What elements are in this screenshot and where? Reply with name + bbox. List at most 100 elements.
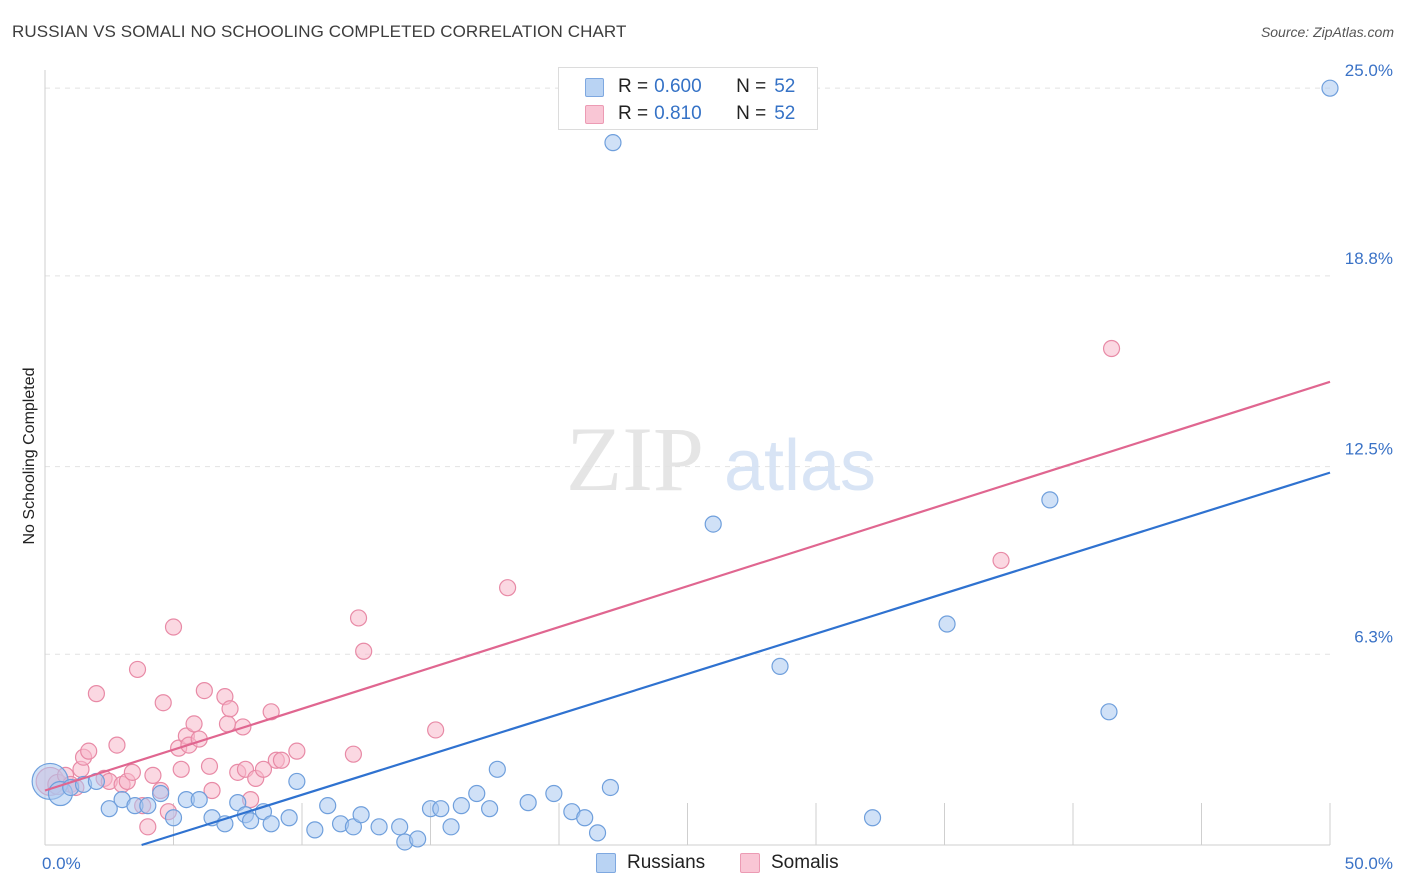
somalis-point-49: [499, 579, 517, 597]
somalis-point-50: [992, 551, 1010, 570]
russians-point-30: [409, 830, 427, 848]
russians-point-42: [588, 824, 607, 842]
somalis-n-value: 52: [774, 103, 796, 124]
russians-point-12: [190, 790, 208, 809]
russians-legend-swatch: [596, 853, 616, 873]
somalis-point-7: [80, 742, 98, 760]
somalis-legend-swatch: [740, 853, 760, 873]
legend-item-somalis[interactable]: Somalis: [740, 852, 839, 874]
somalis-point-44: [288, 742, 306, 760]
russians-point-36: [481, 800, 499, 818]
russians-n-value: 52: [774, 76, 796, 97]
russians-point-23: [319, 797, 337, 815]
russians-point-21: [288, 772, 306, 791]
somalis-point-22: [164, 618, 183, 636]
russians-r-label: R =: [618, 76, 649, 97]
somalis-point-30: [200, 757, 219, 775]
russians-point-5: [100, 800, 118, 818]
somalis-point-17: [139, 818, 157, 836]
somalis-point-20: [154, 694, 172, 712]
somalis-point-31: [203, 781, 221, 800]
russians-point-38: [519, 794, 537, 812]
watermark: ZIP atlas: [566, 408, 876, 510]
russians-point-17: [242, 812, 260, 830]
somalis-point-24: [172, 760, 190, 778]
y-tick-label-1: 12.5%: [1345, 440, 1393, 459]
somalis-point-14: [123, 763, 141, 781]
russians-point-15: [229, 794, 247, 812]
russians-point-8: [139, 797, 157, 815]
somalis-point-41: [262, 703, 280, 721]
somalis-swatch: [585, 104, 604, 124]
somalis-point-33: [218, 715, 237, 733]
somalis-point-48: [427, 721, 445, 739]
watermark-zip: ZIP: [566, 408, 704, 510]
russians-point-47: [863, 809, 882, 827]
russians-point-28: [391, 818, 409, 836]
somalis-point-51: [1102, 339, 1121, 358]
series-russians-points: [31, 79, 1339, 851]
somalis-n-label: N =: [736, 103, 767, 124]
somalis-point-15: [128, 660, 147, 679]
somalis-point-34: [221, 700, 239, 718]
somalis-point-11: [108, 736, 126, 754]
russians-point-46: [771, 657, 789, 675]
somalis-point-18: [144, 766, 162, 784]
russians-n-label: N =: [736, 76, 767, 97]
russians-point-19: [262, 815, 280, 833]
russians-point-43: [601, 778, 620, 797]
russians-trend-line: [141, 471, 1331, 847]
russians-point-32: [432, 800, 450, 818]
somalis-point-8: [87, 685, 106, 703]
russians-point-48: [938, 615, 956, 633]
x-tick-label-1: 50.0%: [1345, 854, 1393, 873]
somalis-point-46: [349, 609, 368, 627]
legend-row-somalis: R = 0.810 N = 52: [585, 102, 795, 126]
russians-point-35: [468, 784, 486, 803]
somalis-trend-line: [44, 380, 1331, 792]
y-axis-label: No Schooling Completed: [21, 367, 38, 545]
russians-point-34: [452, 797, 470, 815]
y-tick-label-0: 6.3%: [1354, 627, 1393, 646]
chart-title: RUSSIAN VS SOMALI NO SCHOOLING COMPLETED…: [12, 22, 627, 41]
russians-point-50: [1100, 703, 1118, 721]
russians-point-41: [576, 809, 594, 827]
correlation-legend: R = 0.600 N = 52 R = 0.810 N = 52: [558, 67, 818, 130]
russians-point-27: [370, 818, 388, 836]
russians-point-25: [344, 818, 362, 836]
russians-r-value: 0.600: [654, 76, 702, 97]
russians-swatch: [585, 77, 604, 97]
russians-point-39: [545, 784, 563, 803]
russians-point-51: [1321, 79, 1339, 97]
somalis-r-value: 0.810: [654, 103, 702, 124]
somalis-point-27: [185, 715, 203, 733]
somalis-r-label: R =: [618, 103, 649, 124]
source-label: Source: ZipAtlas.com: [1260, 24, 1394, 40]
somalis-point-45: [344, 745, 362, 763]
somalis-point-40: [254, 760, 273, 778]
russians-point-22: [306, 821, 324, 839]
somalis-legend-label: Somalis: [771, 852, 839, 873]
russians-point-33: [442, 818, 460, 836]
russians-point-10: [164, 809, 183, 827]
y-tick-label-2: 18.8%: [1345, 249, 1393, 268]
grid-lines: [45, 87, 1330, 655]
x-tick-label-0: 0.0%: [42, 854, 81, 873]
watermark-atlas: atlas: [724, 426, 876, 506]
somalis-point-43: [272, 751, 291, 769]
trend-lines: [44, 380, 1331, 847]
y-tick-label-3: 25.0%: [1345, 61, 1393, 80]
tick-labels: 6.3% 12.5% 18.8% 25.0% 0.0% 50.0%: [42, 61, 1393, 873]
somalis-point-29: [195, 682, 213, 700]
legend-item-russians[interactable]: Russians: [596, 852, 705, 874]
russians-legend-label: Russians: [627, 852, 706, 873]
russians-point-49: [1041, 491, 1059, 509]
russians-point-45: [704, 515, 722, 533]
russians-point-37: [488, 760, 506, 778]
russians-point-26: [352, 806, 370, 824]
russians-point-9: [152, 784, 170, 803]
legend-row-russians: R = 0.600 N = 52: [585, 75, 795, 99]
somalis-point-47: [355, 642, 373, 660]
russians-point-20: [280, 809, 298, 827]
